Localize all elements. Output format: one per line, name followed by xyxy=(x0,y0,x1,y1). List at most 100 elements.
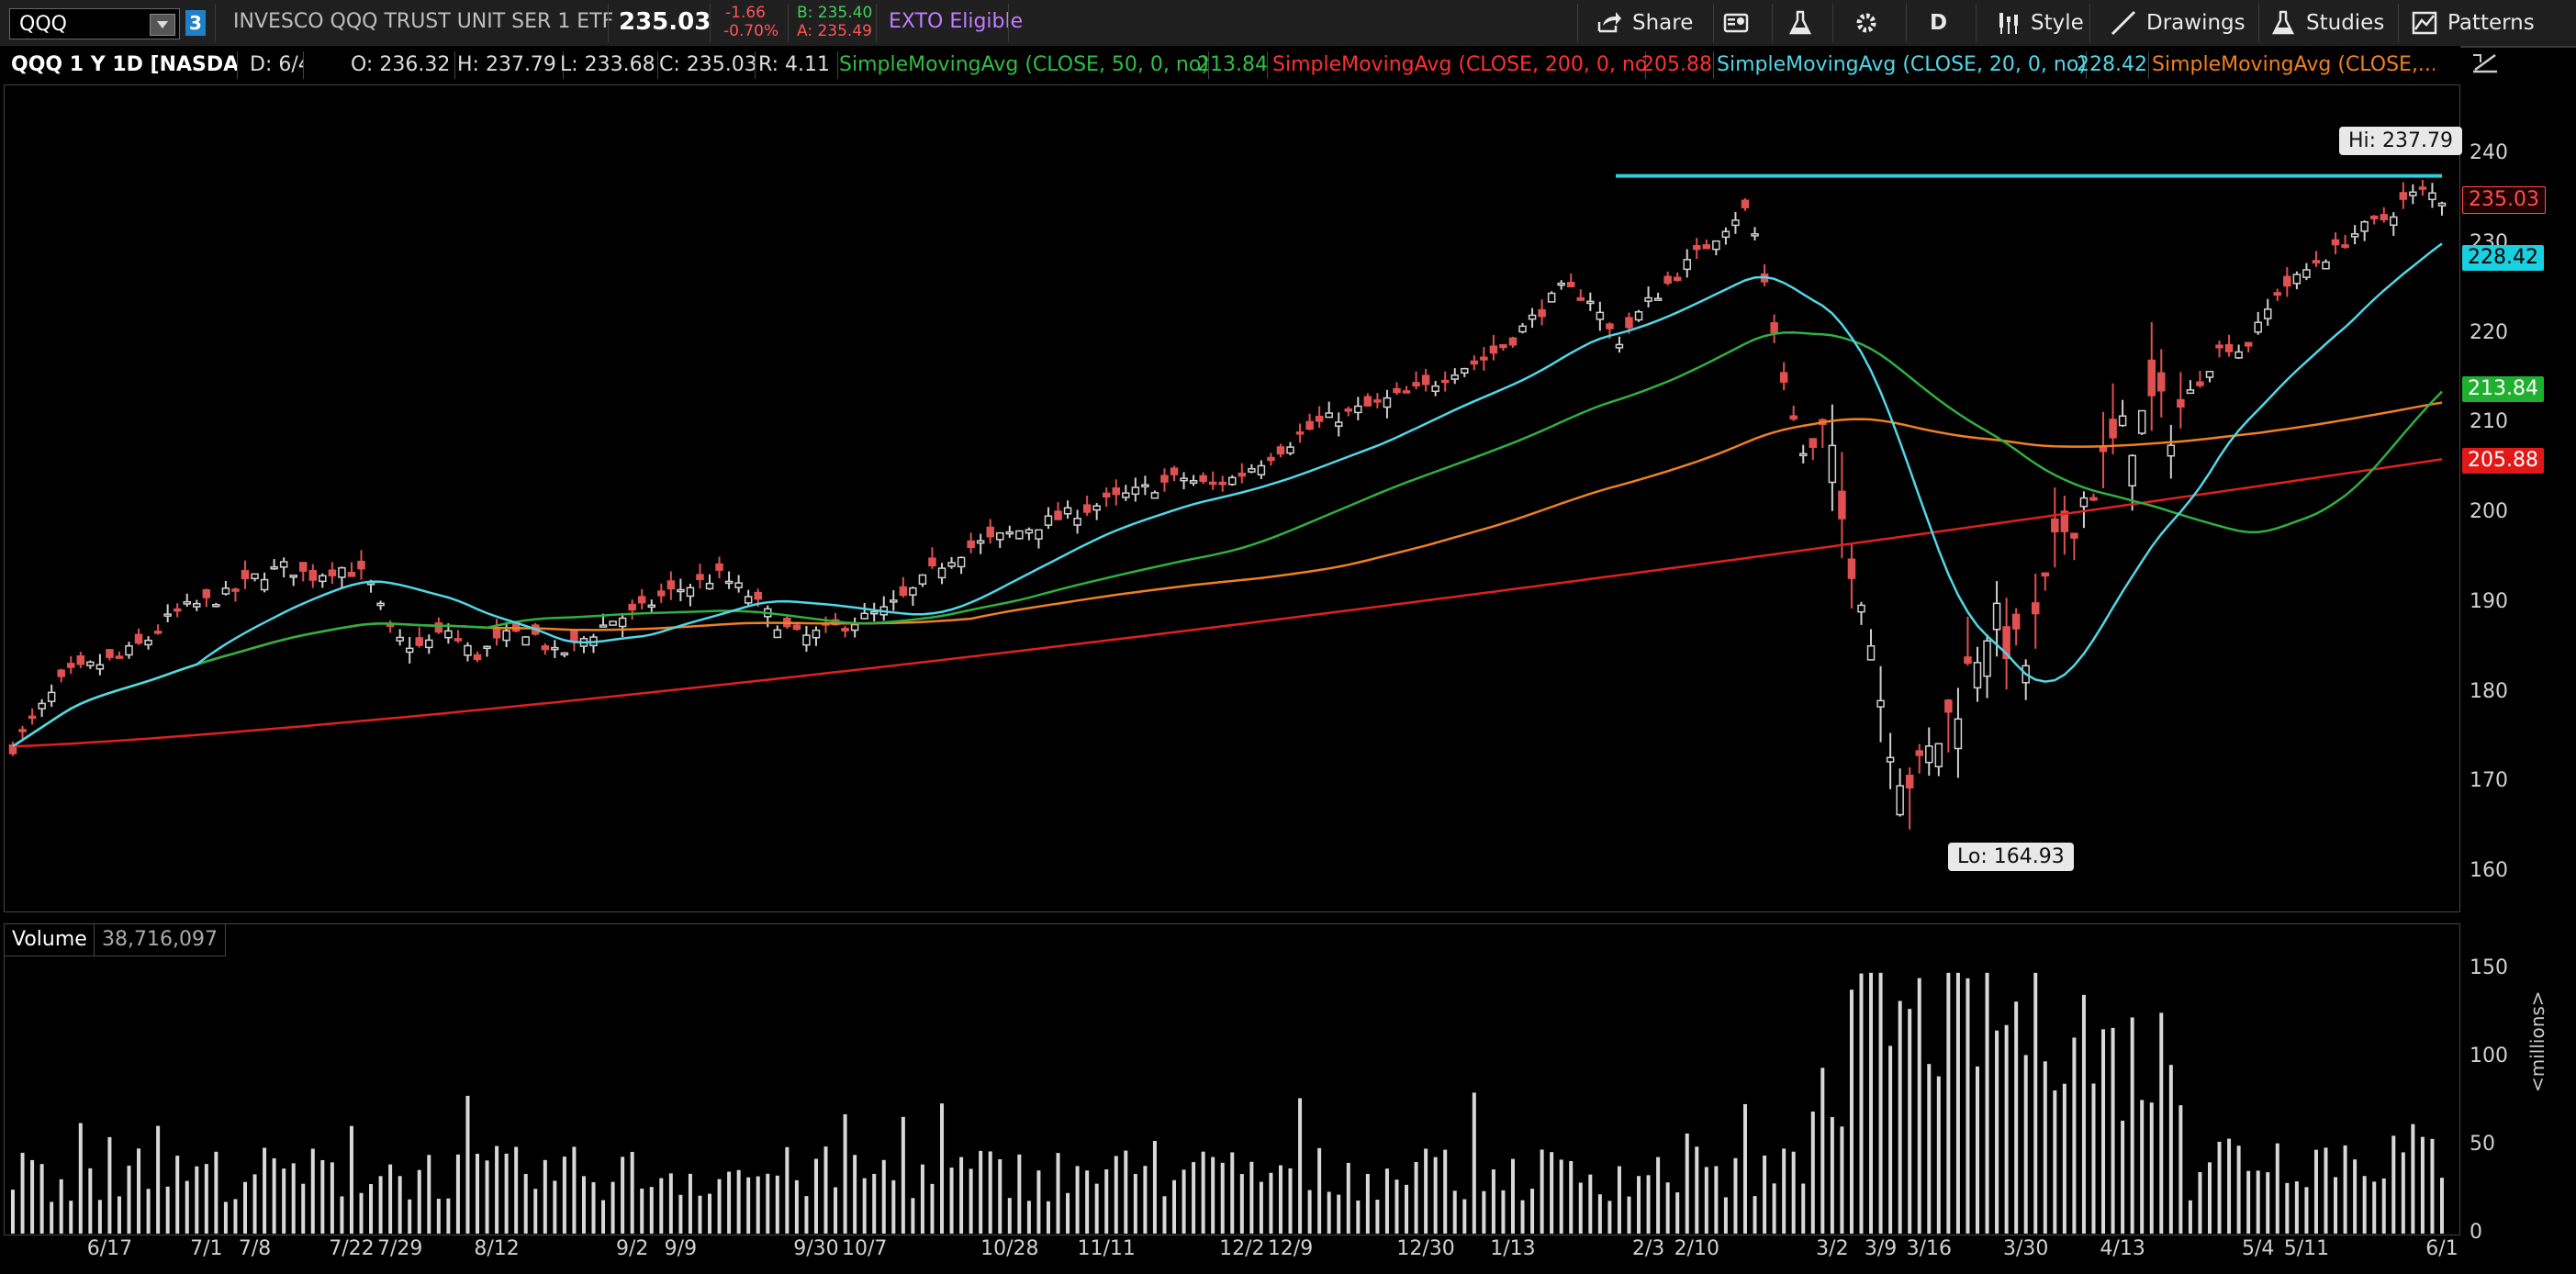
chart-title: QQQ 1 Y 1D [NASDAQ] xyxy=(6,51,238,79)
style-button[interactable]: Style xyxy=(1994,0,2084,46)
candle-up xyxy=(163,613,172,617)
candle-down xyxy=(1276,446,1285,455)
candle-down xyxy=(202,588,211,598)
price-panel[interactable] xyxy=(4,84,2460,912)
share-button[interactable]: Share xyxy=(1596,0,1693,46)
candle-up xyxy=(1450,374,1459,380)
collapse-panel-icon[interactable] xyxy=(2470,50,2501,77)
volume-bar xyxy=(1356,1200,1361,1234)
settings-button[interactable] xyxy=(1853,0,1880,46)
patterns-button[interactable]: Patterns xyxy=(2411,0,2535,46)
exto-eligible-label: EXTO Eligible xyxy=(889,10,1024,33)
volume-bar xyxy=(1230,1152,1235,1234)
price-chart xyxy=(8,173,2447,830)
volume-bar xyxy=(2043,1061,2047,1234)
candle-down xyxy=(666,580,676,590)
volume-bar xyxy=(834,1187,838,1234)
studies-button[interactable]: Studies xyxy=(2269,0,2384,46)
candle-down xyxy=(2369,215,2379,220)
price-tick-label: 180 xyxy=(2470,679,2508,703)
volume-bar xyxy=(2081,994,2086,1234)
candle-up xyxy=(686,587,695,598)
volume-bar xyxy=(1414,1161,1418,1234)
volume-bar xyxy=(408,1199,412,1234)
candle-down xyxy=(1964,656,1972,665)
candle-down xyxy=(434,621,443,633)
price-tick-label: 160 xyxy=(2470,859,2508,882)
volume-bar xyxy=(1917,978,1921,1234)
price-tick-label: 240 xyxy=(2470,141,2508,164)
volume-bar xyxy=(1723,1197,1728,1234)
candle-down xyxy=(1102,492,1111,498)
volume-panel[interactable] xyxy=(4,923,2460,1235)
volume-bar xyxy=(97,1200,102,1234)
candle-up xyxy=(425,639,433,649)
volume-tick-label: 50 xyxy=(2470,1133,2495,1156)
volume-bar xyxy=(591,1182,596,1234)
flask-icon xyxy=(1788,10,1812,35)
time-tick-label: 9/30 xyxy=(793,1237,839,1260)
volume-bar xyxy=(872,1173,877,1234)
sma200-study-label[interactable]: SimpleMovingAvg (CLOSE, 200, 0, no) xyxy=(1267,51,1646,79)
lab-button[interactable] xyxy=(1786,0,1814,46)
symbol-input[interactable]: QQQ xyxy=(9,8,180,39)
candle-up xyxy=(260,578,269,591)
share-label: Share xyxy=(1632,11,1694,35)
volume-bar xyxy=(1443,1149,1448,1234)
volume-bar xyxy=(291,1163,296,1234)
candle-up xyxy=(1189,479,1198,485)
aggregation-dropdown[interactable]: D xyxy=(1930,0,1947,46)
candle-up xyxy=(677,588,685,593)
volume-bar xyxy=(1298,1098,1303,1234)
candle-up xyxy=(95,664,105,670)
volume-bar xyxy=(2168,1065,2173,1234)
volume-bar xyxy=(1307,1190,1312,1234)
volume-bar xyxy=(69,1201,73,1234)
candle-up xyxy=(212,603,220,608)
candle-up xyxy=(193,602,201,608)
divider xyxy=(788,4,789,42)
symbol-dropdown-button[interactable] xyxy=(150,14,175,36)
volume-bar xyxy=(708,1193,712,1234)
company-profile-button[interactable] xyxy=(1722,0,1750,46)
symbol-text: QQQ xyxy=(19,13,67,36)
candle-down xyxy=(1625,317,1633,329)
sma20-study-label[interactable]: SimpleMovingAvg (CLOSE, 20, 0, no) xyxy=(1711,51,2087,79)
candle-up xyxy=(483,645,491,650)
candle-down xyxy=(1363,396,1372,407)
candle-down xyxy=(1373,399,1382,403)
volume-bar xyxy=(2334,1177,2338,1234)
volume-bar xyxy=(1026,1201,1031,1234)
time-tick-label: 12/30 xyxy=(1396,1237,1455,1260)
volume-bar xyxy=(1646,1175,1651,1234)
candle-down xyxy=(1499,343,1507,349)
divider xyxy=(215,4,216,42)
candle-down xyxy=(541,645,550,651)
volume-bar xyxy=(1830,1117,1834,1234)
volume-bar xyxy=(107,1136,112,1234)
volume-bar xyxy=(2178,1105,2183,1234)
candle-up xyxy=(2263,308,2272,319)
volume-bar xyxy=(20,1152,25,1234)
candle-down xyxy=(2002,626,2010,659)
candle-up xyxy=(1354,405,1362,414)
drawings-button[interactable]: Drawings xyxy=(2110,0,2246,46)
candle-up xyxy=(2118,415,2127,427)
sma50-study-label[interactable]: SimpleMovingAvg (CLOSE, 50, 0, no) xyxy=(834,51,1209,79)
candle-up xyxy=(1025,529,1034,534)
candle-down xyxy=(1566,282,1575,288)
volume-bar xyxy=(621,1157,625,1234)
volume-bar xyxy=(1017,1154,1022,1234)
volume-bar xyxy=(117,1196,121,1234)
volume-bar xyxy=(920,1164,924,1234)
candle-up xyxy=(251,573,259,580)
candle-up xyxy=(1286,446,1294,454)
link-group-badge[interactable]: 3 xyxy=(185,10,206,36)
volume-bar xyxy=(1269,1172,1273,1234)
volume-bar xyxy=(1501,1190,1506,1234)
candle-up xyxy=(47,691,56,702)
candle-up xyxy=(1596,311,1605,320)
sma100-line xyxy=(12,401,2443,748)
sma100-study-label[interactable]: SimpleMovingAvg (CLOSE,... xyxy=(2152,53,2435,76)
volume-bar xyxy=(310,1148,315,1234)
